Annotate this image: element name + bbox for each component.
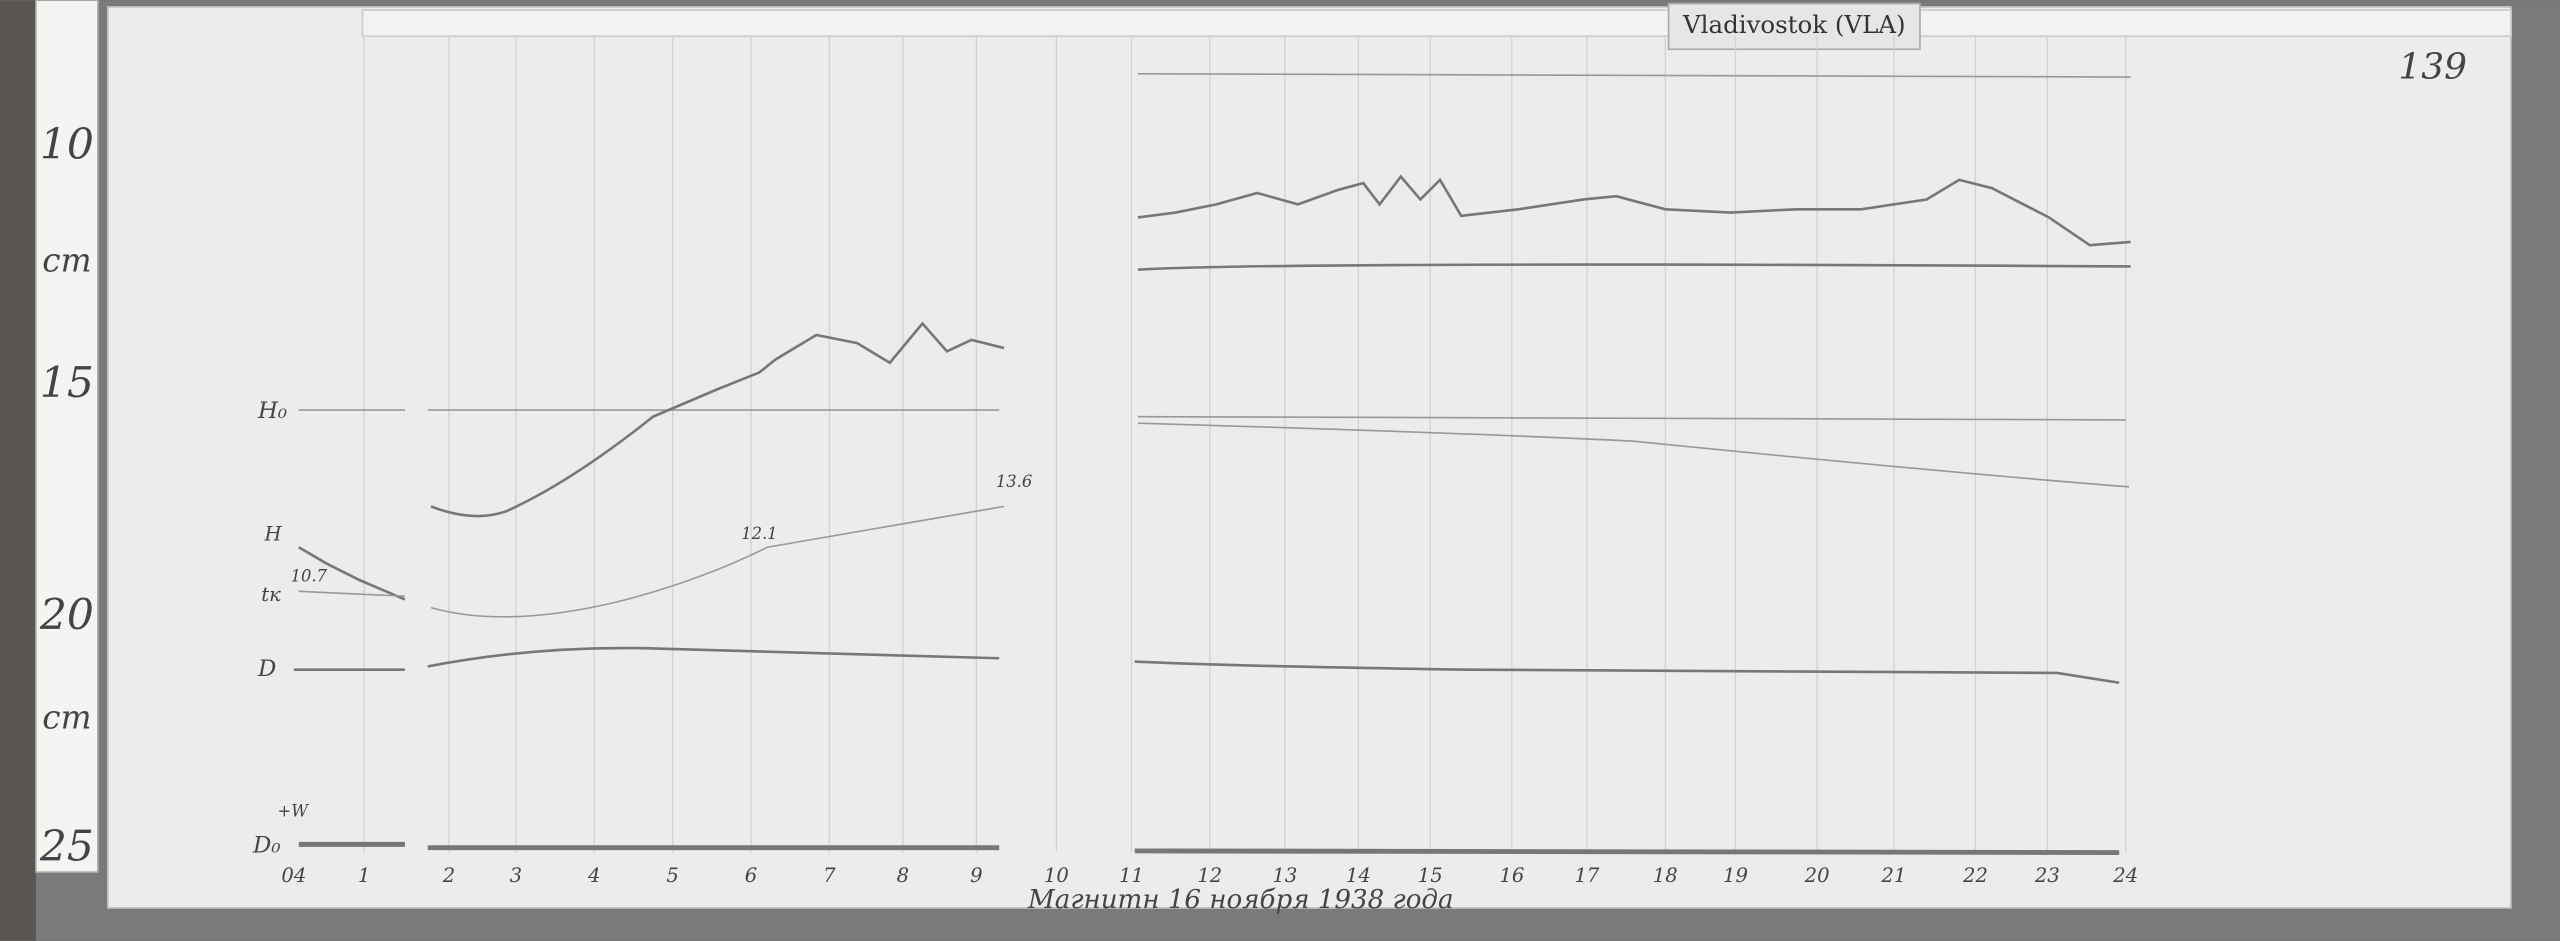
hour-label: 04 xyxy=(281,864,306,887)
h-trace xyxy=(298,321,1005,601)
caption: Магнитн 16 ноября 1938 года xyxy=(1027,885,1454,915)
annotation: 12.1 xyxy=(741,524,777,543)
hour-label: 18 xyxy=(1653,864,1678,887)
h-trace xyxy=(1137,174,2131,247)
labels: 04 1 2 3 4 5 6 7 8 9 10 11 12 13 14 15 16 17 18 19 20 21 22 23 2… xyxy=(39,121,2138,887)
hour-label: 21 xyxy=(1880,864,1906,887)
baseline xyxy=(298,841,2120,855)
d-trace xyxy=(293,646,1000,671)
ruler xyxy=(35,0,99,873)
hour-label: 12 xyxy=(1197,864,1222,887)
ruler-label: 15 xyxy=(40,359,94,408)
ruler-label: cm xyxy=(42,698,91,736)
hour-label: 19 xyxy=(1723,864,1748,887)
hour-label: 8 xyxy=(897,864,909,887)
station-label-box xyxy=(1667,2,1921,51)
hour-label: 17 xyxy=(1574,864,1599,887)
hour-label: 7 xyxy=(823,864,836,887)
hour-label: 2 xyxy=(442,864,455,887)
temperature-trace xyxy=(1137,422,2130,488)
hour-label: 4 xyxy=(587,864,600,887)
ruler-label: 10 xyxy=(40,121,94,170)
annotation: 13.6 xyxy=(996,472,1032,491)
hour-label: 16 xyxy=(1499,864,1524,887)
ruler-label: cm xyxy=(42,241,91,279)
hour-label: 23 xyxy=(2034,864,2060,887)
hour-label: 24 xyxy=(2112,864,2138,887)
trace-label: H xyxy=(263,523,282,546)
hour-label: 1 xyxy=(358,864,370,887)
temperature-trace xyxy=(298,505,1005,618)
ruler-label: 25 xyxy=(39,823,94,872)
trace-label: tк xyxy=(261,583,281,606)
hour-label: 15 xyxy=(1418,864,1443,887)
d-trace xyxy=(1134,660,2120,685)
hour-label: 14 xyxy=(1346,864,1371,887)
station-label: Vladivostok (VLA) xyxy=(1682,10,1906,39)
traces xyxy=(293,72,2131,855)
hour-grid xyxy=(363,36,2127,853)
hour-label: 22 xyxy=(1962,864,1988,887)
wood-edge xyxy=(0,0,36,941)
trace-label: D₀ xyxy=(252,833,280,859)
hour-label: 9 xyxy=(970,864,982,887)
trace-label: D xyxy=(257,656,276,682)
annotation: 10.7 xyxy=(291,567,328,586)
hour-label: 5 xyxy=(666,864,678,887)
hour-label: 11 xyxy=(1119,864,1144,887)
ruler-label: 20 xyxy=(39,591,94,640)
trace-label: +W xyxy=(278,802,310,821)
paper-strip xyxy=(361,9,2512,38)
hour-label: 6 xyxy=(745,864,757,887)
trace-label: H₀ xyxy=(257,398,287,424)
hour-label: 3 xyxy=(510,864,522,887)
hour-label: 20 xyxy=(1804,864,1830,887)
sheet-number: 139 xyxy=(2398,47,2467,88)
paper xyxy=(106,6,2512,909)
baseline xyxy=(298,72,2131,421)
hour-label: 10 xyxy=(1044,864,1069,887)
hour-label: 13 xyxy=(1272,864,1297,887)
h0-trace xyxy=(1137,263,2131,271)
